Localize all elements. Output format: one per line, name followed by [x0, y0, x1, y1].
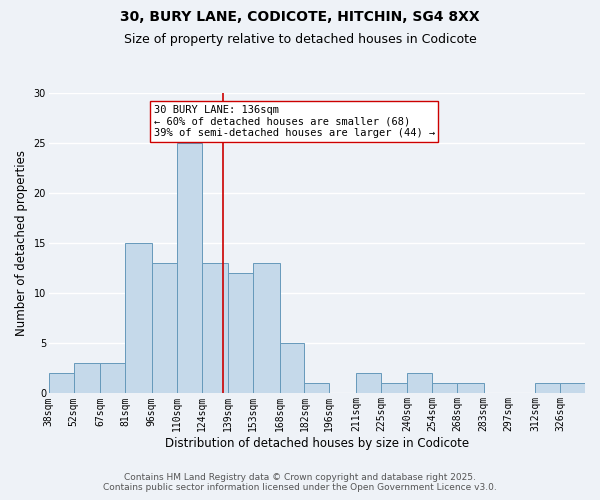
Bar	[381, 384, 407, 394]
Y-axis label: Number of detached properties: Number of detached properties	[15, 150, 28, 336]
Bar	[74, 364, 100, 394]
Bar	[433, 384, 457, 394]
Bar	[100, 364, 125, 394]
Text: Contains HM Land Registry data © Crown copyright and database right 2025.
Contai: Contains HM Land Registry data © Crown c…	[103, 473, 497, 492]
Bar	[304, 384, 329, 394]
Bar	[125, 243, 152, 394]
Bar	[152, 263, 176, 394]
Bar	[407, 374, 433, 394]
Bar	[280, 344, 304, 394]
Text: 30 BURY LANE: 136sqm
← 60% of detached houses are smaller (68)
39% of semi-detac: 30 BURY LANE: 136sqm ← 60% of detached h…	[154, 105, 435, 138]
Bar	[356, 374, 381, 394]
Bar	[202, 263, 228, 394]
Bar	[457, 384, 484, 394]
Bar	[535, 384, 560, 394]
Bar	[228, 273, 253, 394]
Bar	[49, 374, 74, 394]
Bar	[560, 384, 585, 394]
Bar	[253, 263, 280, 394]
X-axis label: Distribution of detached houses by size in Codicote: Distribution of detached houses by size …	[165, 437, 469, 450]
Text: Size of property relative to detached houses in Codicote: Size of property relative to detached ho…	[124, 32, 476, 46]
Text: 30, BURY LANE, CODICOTE, HITCHIN, SG4 8XX: 30, BURY LANE, CODICOTE, HITCHIN, SG4 8X…	[120, 10, 480, 24]
Bar	[176, 143, 202, 394]
